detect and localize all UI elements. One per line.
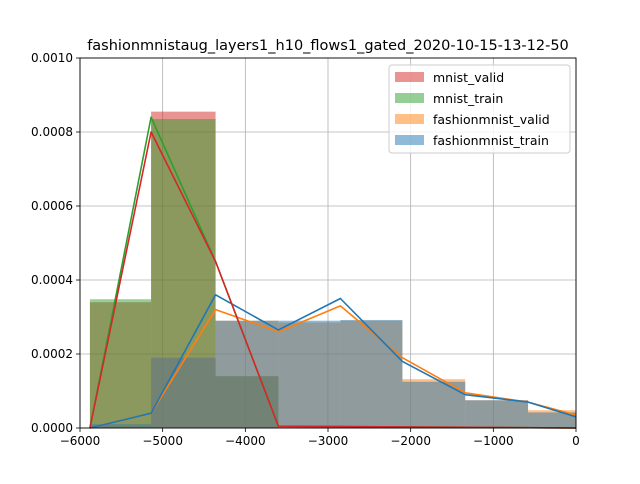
legend-swatch-mnist_valid bbox=[395, 72, 424, 82]
legend-label-fashionmnist_valid: fashionmnist_valid bbox=[433, 112, 550, 127]
x-tick-label-3: −3000 bbox=[308, 434, 349, 448]
bar-fashionmnist_train-6 bbox=[465, 400, 529, 428]
legend-label-fashionmnist_train: fashionmnist_train bbox=[433, 133, 549, 148]
bar-fashionmnist_train-5 bbox=[402, 381, 466, 428]
x-tick-label-1: −5000 bbox=[142, 434, 183, 448]
y-tick-label-3: 0.0006 bbox=[31, 199, 73, 213]
y-tick-label-1: 0.0002 bbox=[31, 347, 73, 361]
x-tick-label-2: −4000 bbox=[225, 434, 266, 448]
x-tick-label-5: −1000 bbox=[473, 434, 514, 448]
bar-mnist_train-0 bbox=[89, 299, 152, 428]
bar-fashionmnist_train-7 bbox=[528, 412, 576, 428]
density-lines bbox=[89, 116, 577, 429]
bar-fashionmnist_train-2 bbox=[215, 320, 279, 428]
legend-swatch-fashionmnist_train bbox=[395, 135, 424, 145]
legend-box bbox=[388, 64, 571, 154]
line-fashionmnist_train bbox=[89, 293, 577, 429]
legend-label-mnist_train: mnist_train bbox=[433, 91, 503, 106]
legend-label-mnist_valid: mnist_valid bbox=[433, 70, 504, 85]
legend-swatch-fashionmnist_valid bbox=[395, 114, 424, 124]
bar-fashionmnist_train-4 bbox=[340, 319, 403, 428]
y-tick-label-5: 0.0010 bbox=[31, 51, 73, 65]
bar-fashionmnist_train-3 bbox=[278, 320, 341, 428]
chart-title: fashionmnistaug_layers1_h10_flows1_gated… bbox=[87, 38, 569, 54]
x-tick-label-0: −6000 bbox=[60, 434, 101, 448]
x-tick-label-4: −2000 bbox=[390, 434, 431, 448]
legend-swatch-mnist_train bbox=[395, 93, 424, 103]
y-tick-label-0: 0.0000 bbox=[31, 421, 73, 435]
axis-ticks: −6000 −5000 −4000 −3000 −2000 −1000 0 0.0000 0.0… bbox=[31, 51, 580, 448]
legend: mnist_valid mnist_train fashionmnist_valid… bbox=[388, 64, 571, 154]
histogram-bars bbox=[89, 111, 576, 429]
bar-fashionmnist_train-1 bbox=[151, 357, 216, 428]
x-tick-label-6: 0 bbox=[572, 434, 580, 448]
y-tick-label-4: 0.0008 bbox=[31, 125, 73, 139]
y-tick-label-2: 0.0004 bbox=[31, 273, 73, 287]
bar-fashionmnist_train-0 bbox=[89, 424, 152, 428]
line-mnist_valid bbox=[89, 131, 577, 429]
